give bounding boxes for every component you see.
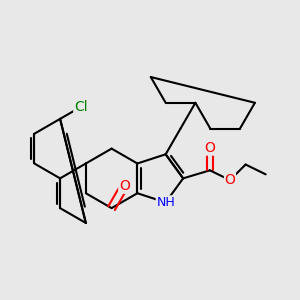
Text: O: O	[205, 141, 215, 155]
Text: NH: NH	[156, 196, 175, 209]
Text: O: O	[119, 179, 130, 193]
Text: Cl: Cl	[74, 100, 88, 114]
Text: O: O	[224, 173, 236, 187]
